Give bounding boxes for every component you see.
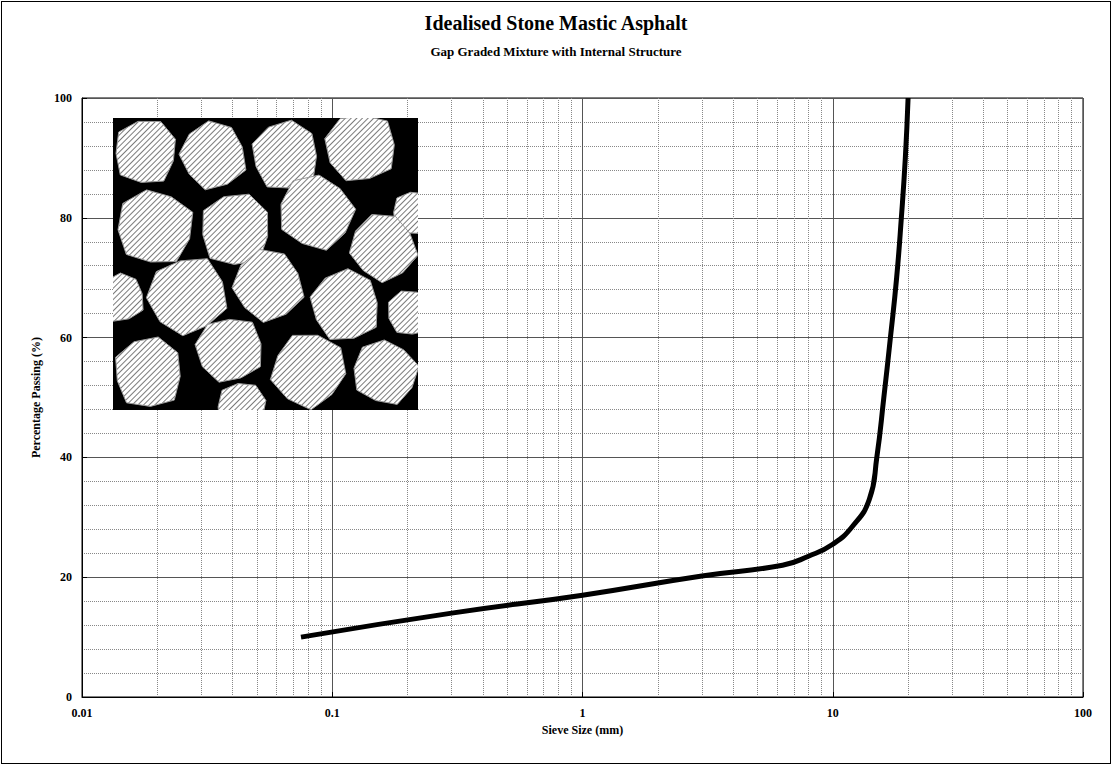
svg-text:100: 100 xyxy=(1074,706,1092,720)
svg-text:Percentage Passing (%): Percentage Passing (%) xyxy=(29,337,43,458)
svg-text:0.01: 0.01 xyxy=(72,706,93,720)
svg-text:0.1: 0.1 xyxy=(325,706,340,720)
svg-text:20: 20 xyxy=(60,570,72,584)
svg-text:10: 10 xyxy=(827,706,839,720)
svg-text:40: 40 xyxy=(60,450,72,464)
svg-text:Gap Graded Mixture with Intern: Gap Graded Mixture with Internal Structu… xyxy=(430,44,681,59)
svg-text:100: 100 xyxy=(54,91,72,105)
svg-text:Idealised Stone Mastic Asphalt: Idealised Stone Mastic Asphalt xyxy=(425,12,688,35)
svg-text:0: 0 xyxy=(66,690,72,704)
svg-text:60: 60 xyxy=(60,331,72,345)
svg-text:Sieve Size (mm): Sieve Size (mm) xyxy=(542,723,623,737)
svg-text:80: 80 xyxy=(60,211,72,225)
svg-text:1: 1 xyxy=(580,706,586,720)
